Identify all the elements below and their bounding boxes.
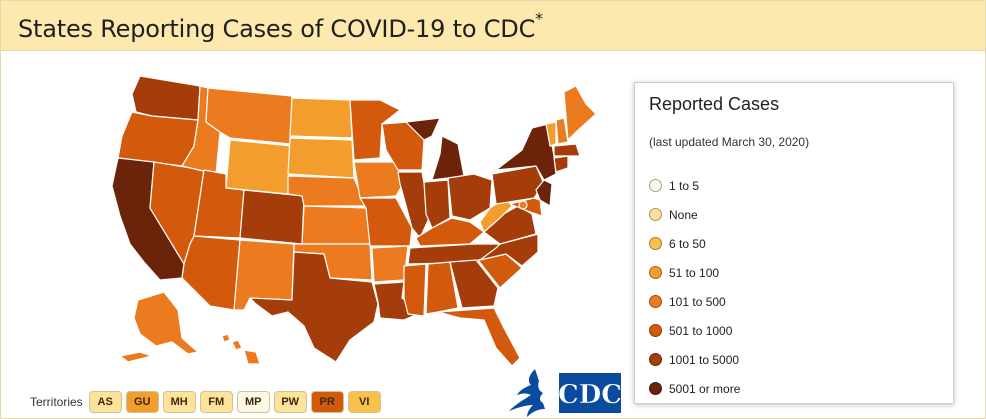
state-missouri[interactable]	[359, 197, 413, 247]
title-footnote-mark: *	[535, 9, 543, 28]
state-colorado[interactable]	[239, 189, 305, 245]
state-washington[interactable]	[131, 75, 201, 121]
state-illinois[interactable]	[397, 171, 431, 239]
state-georgia[interactable]	[449, 259, 499, 309]
legend-swatch-icon	[649, 353, 662, 366]
legend-item[interactable]: None	[649, 200, 740, 229]
territory-button-vi[interactable]: VI	[347, 391, 381, 413]
legend-label: 501 to 1000	[669, 323, 733, 338]
state-texas[interactable]	[249, 251, 379, 363]
legend-swatch-icon	[649, 382, 662, 395]
legend-swatch-icon	[649, 266, 662, 279]
page-title: States Reporting Cases of COVID-19 to CD…	[18, 9, 543, 43]
state-kentucky[interactable]	[415, 217, 485, 247]
territory-button-gu[interactable]: GU	[125, 391, 159, 413]
district-of-columbia-marker[interactable]	[518, 200, 528, 210]
hhs-eagle-logo-icon	[509, 369, 545, 417]
cdc-logo-icon: CDC	[558, 373, 622, 413]
territories-bar: Territories AS GU MH FM MP PW PR VI	[30, 391, 385, 413]
state-kansas[interactable]	[301, 205, 371, 245]
legend-label: 1 to 5	[669, 178, 700, 193]
state-florida[interactable]	[437, 307, 521, 367]
state-north-carolina[interactable]	[479, 233, 539, 267]
legend-list: 1 to 5 None 6 to 50 51 to 100 101 to 500…	[649, 171, 740, 403]
state-montana[interactable]	[205, 87, 293, 145]
state-north-dakota[interactable]	[289, 97, 353, 139]
state-hawaii[interactable]	[221, 333, 261, 365]
state-vermont[interactable]	[545, 121, 557, 147]
state-arkansas[interactable]	[371, 245, 409, 283]
state-mississippi[interactable]	[403, 263, 427, 317]
state-south-dakota[interactable]	[287, 137, 355, 179]
legend-label: 51 to 100	[669, 265, 720, 280]
state-ohio[interactable]	[447, 173, 493, 221]
state-maine[interactable]	[563, 85, 597, 141]
legend-item[interactable]: 5001 or more	[649, 374, 740, 403]
legend-item[interactable]: 1001 to 5000	[649, 345, 740, 374]
legend-item[interactable]: 51 to 100	[649, 258, 740, 287]
legend-label: 101 to 500	[669, 294, 726, 309]
legend-title: Reported Cases	[649, 94, 780, 114]
legend-label: 6 to 50	[669, 236, 706, 251]
legend-swatch-icon	[649, 237, 662, 250]
page-header: States Reporting Cases of COVID-19 to CD…	[1, 1, 985, 51]
territory-button-fm[interactable]: FM	[199, 391, 233, 413]
territories-label: Territories	[30, 395, 83, 409]
territory-button-pr[interactable]: PR	[310, 391, 344, 413]
legend-swatch-icon	[649, 324, 662, 337]
legend-item[interactable]: 501 to 1000	[649, 316, 740, 345]
cdc-logo-text: CDC	[558, 380, 622, 410]
territory-button-mh[interactable]: MH	[162, 391, 196, 413]
state-massachusetts[interactable]	[553, 143, 581, 157]
us-states-map	[111, 75, 597, 367]
territory-button-mp[interactable]: MP	[236, 391, 270, 413]
state-oregon[interactable]	[117, 111, 199, 167]
legend-label: 1001 to 5000	[669, 352, 740, 367]
state-wyoming[interactable]	[225, 139, 293, 195]
state-new-hampshire[interactable]	[555, 117, 569, 145]
state-connecticut[interactable]	[553, 155, 569, 173]
legend-item[interactable]: 6 to 50	[649, 229, 740, 258]
state-alaska[interactable]	[119, 291, 199, 363]
legend-swatch-icon	[649, 179, 662, 192]
agency-logos: CDC	[509, 369, 622, 417]
legend-swatch-icon	[649, 295, 662, 308]
territory-button-pw[interactable]: PW	[273, 391, 307, 413]
legend-item[interactable]: 101 to 500	[649, 287, 740, 316]
state-arizona[interactable]	[181, 235, 241, 311]
legend-swatch-icon	[649, 208, 662, 221]
state-iowa[interactable]	[353, 161, 405, 199]
legend-panel: Reported Cases (last updated March 30, 2…	[634, 82, 954, 404]
territory-button-as[interactable]: AS	[88, 391, 122, 413]
legend-updated-date: (last updated March 30, 2020)	[649, 135, 810, 149]
legend-label: 5001 or more	[669, 381, 741, 396]
state-alabama[interactable]	[425, 261, 459, 315]
legend-item[interactable]: 1 to 5	[649, 171, 740, 200]
legend-label: None	[669, 207, 698, 222]
